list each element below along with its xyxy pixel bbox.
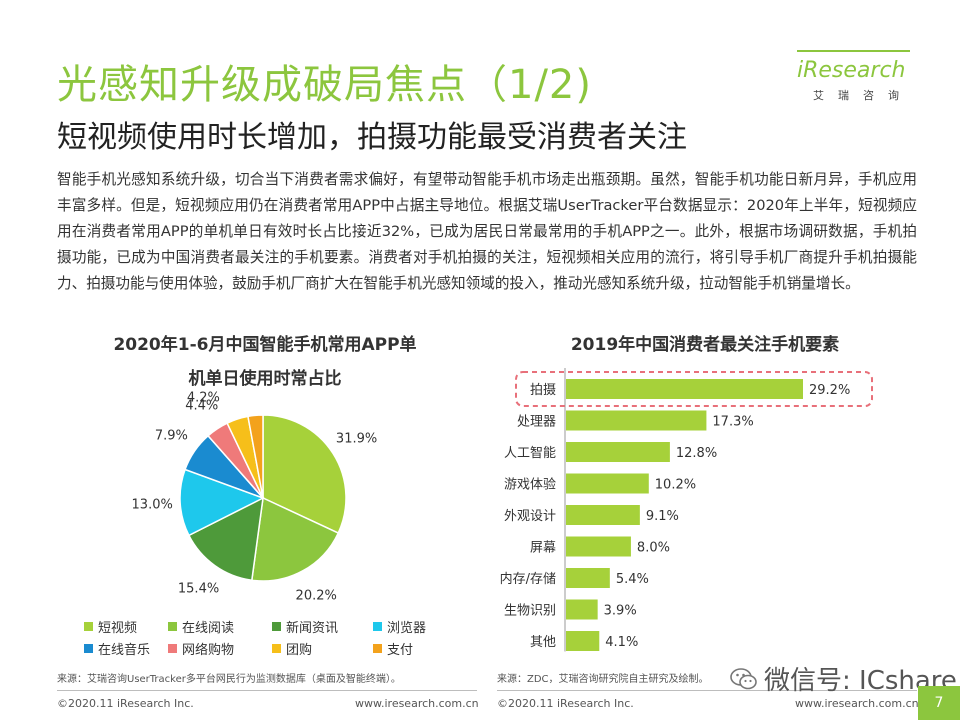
legend-item-2: 新闻资讯 <box>272 617 338 636</box>
logo-cn: 艾瑞咨询 <box>813 89 913 102</box>
bar-category-label-0: 拍摄 <box>530 383 556 398</box>
bar-8 <box>566 631 600 651</box>
page-title: 光感知升级成破局焦点（1/2) <box>57 62 592 108</box>
pie-label-5: 4.4% <box>185 398 218 413</box>
bar-category-label-3: 游戏体验 <box>504 477 556 493</box>
logo-bar <box>797 50 910 52</box>
bar-4 <box>566 505 640 525</box>
pie-label-0: 31.9% <box>336 431 377 446</box>
legend-label: 新闻资讯 <box>286 621 339 636</box>
pie-slice-2 <box>187 496 264 582</box>
legend-label: 在线音乐 <box>98 643 151 658</box>
bar-0 <box>566 379 803 399</box>
bar-5 <box>566 536 631 557</box>
iresearch-logo: iResearch 艾瑞咨询 <box>797 50 917 110</box>
bar-value-label-6: 5.4% <box>616 572 649 587</box>
legend-label: 网络购物 <box>182 643 235 658</box>
pie-chart-title-line1: 2020年1-6月中国智能手机常用APP单 <box>113 335 417 355</box>
legend-swatch-icon <box>373 622 382 631</box>
bar-category-label-5: 屏幕 <box>530 541 556 556</box>
pie-slice-3 <box>179 468 265 537</box>
page-subtitle: 短视频使用时长增加，拍摄功能最受消费者关注 <box>57 120 687 155</box>
bar-value-label-5: 8.0% <box>637 541 670 556</box>
bar-value-label-1: 17.3% <box>712 415 753 430</box>
legend-item-4: 在线音乐 <box>84 639 150 658</box>
pie-label-3: 13.0% <box>132 497 173 512</box>
bar-7 <box>566 599 598 620</box>
legend-swatch-icon <box>84 644 93 653</box>
source-note-right: 来源：ZDC，艾瑞咨询研究院自主研究及绘制。 <box>497 674 709 685</box>
page-number: 7 <box>918 686 960 720</box>
bar-chart-title: 2019年中国消费者最关注手机要素 <box>570 335 840 355</box>
legend-item-0: 短视频 <box>84 617 137 636</box>
pie-label-2: 15.4% <box>178 581 219 596</box>
footer-url-right: www.iresearch.com.cn <box>795 697 919 710</box>
footer-divider-right <box>497 690 917 691</box>
intro-paragraph: 智能手机光感知系统升级，切合当下消费者需求偏好，有望带动智能手机市场走出瓶颈期。… <box>57 171 917 292</box>
legend-item-6: 团购 <box>272 639 312 658</box>
legend-label: 短视频 <box>98 621 138 636</box>
legend-swatch-icon <box>272 644 281 653</box>
bar-3 <box>566 473 649 494</box>
bar-category-label-8: 其他 <box>530 635 556 650</box>
legend-item-5: 网络购物 <box>168 639 234 658</box>
bar-chart: 拍摄 29.2% 处理器 17.3% 人工智能 12.8% 游戏体验 10.2% 外观设计 9.1… <box>500 368 873 652</box>
bar-category-label-6: 内存/存储 <box>500 571 556 587</box>
footer-divider-left <box>57 690 477 691</box>
footer-copyright-left: ©2020.11 iResearch Inc. <box>57 697 194 710</box>
legend-swatch-icon <box>373 644 382 653</box>
footer-copyright-right: ©2020.11 iResearch Inc. <box>497 697 634 710</box>
pie-label-6: 4.2% <box>187 390 220 405</box>
bar-1 <box>566 410 707 431</box>
legend-swatch-icon <box>168 644 177 653</box>
legend-item-1: 在线阅读 <box>168 617 234 636</box>
logo-brand: iResearch <box>797 58 906 83</box>
legend-item-3: 浏览器 <box>373 617 426 636</box>
pie-slice-7 <box>247 414 264 499</box>
legend-item-7: 支付 <box>373 639 413 658</box>
pie-slice-0 <box>262 414 347 535</box>
source-note-left: 来源：艾瑞咨询UserTracker多平台网民行为监测数据库（桌面及智能终端）。 <box>57 674 401 685</box>
bar-value-label-8: 4.1% <box>605 635 638 650</box>
pie-label-4: 7.9% <box>155 428 188 443</box>
pie-chart: 31.9% 20.2% 15.4% 13.0% 7.9% 4.4%4.2% 2.9% <box>132 388 378 603</box>
bar-value-label-0: 29.2% <box>809 383 850 398</box>
bar-category-label-4: 外观设计 <box>504 509 556 524</box>
legend-swatch-icon <box>168 622 177 631</box>
highlight-box <box>515 371 873 407</box>
bar-2 <box>566 442 670 462</box>
pie-chart-title-line2: 机单日使用时常占比 <box>188 369 342 389</box>
bar-category-label-2: 人工智能 <box>504 446 556 461</box>
legend-label: 团购 <box>286 643 313 658</box>
pie-slice-1 <box>250 496 340 582</box>
pie-label-7: 2.9% <box>242 388 275 389</box>
legend-label: 浏览器 <box>387 621 427 636</box>
bar-category-label-7: 生物识别 <box>504 604 556 619</box>
bar-value-label-4: 9.1% <box>646 509 679 524</box>
legend-swatch-icon <box>272 622 281 631</box>
bar-value-label-3: 10.2% <box>655 478 696 493</box>
bar-6 <box>566 568 610 588</box>
legend-label: 在线阅读 <box>182 621 235 636</box>
footer-url-left: www.iresearch.com.cn <box>355 697 479 710</box>
legend-swatch-icon <box>84 622 93 631</box>
wechat-icon <box>730 667 757 689</box>
bar-value-label-7: 3.9% <box>604 604 637 619</box>
bar-category-label-1: 处理器 <box>517 415 556 430</box>
bar-value-label-2: 12.8% <box>676 446 717 461</box>
legend-label: 支付 <box>387 643 414 658</box>
pie-label-1: 20.2% <box>296 588 337 603</box>
